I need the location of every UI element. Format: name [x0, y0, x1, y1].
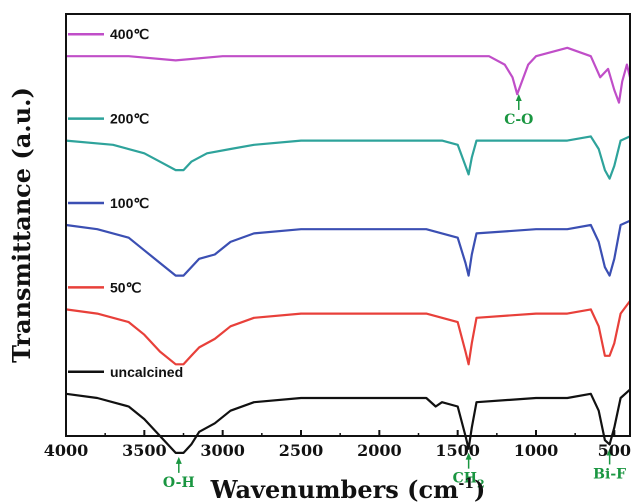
x-tick-label: 2000 [357, 441, 402, 460]
annotation-label: Bi-F [593, 466, 626, 482]
legend-label: 100℃ [110, 195, 149, 211]
annotation-arrowhead [175, 456, 182, 464]
x-tick-label: 4000 [44, 441, 89, 460]
series-line-400 [66, 46, 632, 104]
annotation-label: C-O [504, 112, 533, 128]
annotation-arrowhead [515, 93, 522, 101]
y-axis-title: Transmittance (a.u.) [7, 87, 36, 363]
x-axis-title: Wavenumbers (cm-1) [210, 475, 486, 504]
series-line-200 [65, 135, 631, 180]
x-tick-label: 3500 [122, 441, 167, 460]
x-tick-label: 500 [598, 441, 631, 460]
legend: 400℃ 200℃ 100℃ 50℃ uncalcined [68, 26, 183, 380]
annotation-label: O-H [163, 475, 195, 491]
x-axis-ticks: 4000 3500 3000 2500 2000 1500 1000 500 [44, 430, 631, 460]
annotation-label: CH2 [453, 471, 485, 491]
series-line-100 [65, 219, 631, 277]
series-line-uncalcined [65, 388, 631, 454]
annotations: O-H CH2 Bi-F C-O [163, 93, 626, 491]
x-tick-label: 1500 [435, 441, 480, 460]
plot-frame [65, 13, 631, 437]
legend-label: 200℃ [110, 111, 149, 127]
legend-label: 400℃ [110, 26, 149, 42]
legend-label: 50℃ [110, 279, 142, 295]
x-tick-label: 1000 [514, 441, 559, 460]
x-tick-label: 3000 [200, 441, 245, 460]
x-tick-label: 2500 [279, 441, 324, 460]
series-layer [65, 46, 632, 454]
annotation-arrowhead [465, 452, 472, 460]
annotation-arrowhead [606, 448, 613, 456]
legend-label: uncalcined [110, 364, 183, 380]
series-line-50 [65, 300, 631, 366]
